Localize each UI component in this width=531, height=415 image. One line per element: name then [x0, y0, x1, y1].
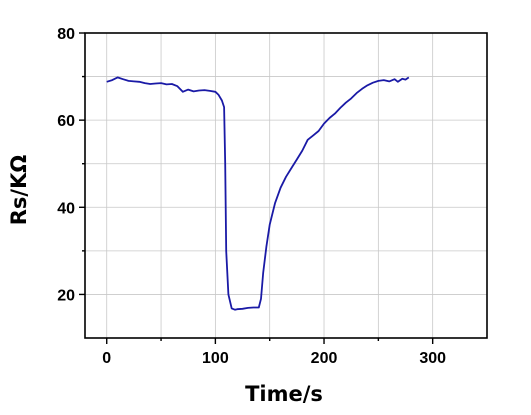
x-tick-label: 300	[419, 350, 446, 367]
tick-labels: 0 100 200 300 20 40 60 80	[57, 26, 446, 367]
x-tick-label: 200	[311, 350, 338, 367]
y-tick-label: 60	[57, 113, 75, 130]
x-tick-label: 100	[202, 350, 229, 367]
y-axis-title: Rs/KΩ	[7, 155, 31, 226]
x-tick-label: 0	[102, 350, 111, 367]
axis-ticks	[79, 32, 434, 344]
y-tick-label: 40	[57, 200, 75, 217]
plot-frame	[84, 32, 488, 339]
series-line	[106, 76, 410, 311]
y-tick-label: 20	[57, 287, 75, 304]
x-axis-title: Time/s	[245, 382, 323, 406]
y-tick-label: 80	[57, 26, 75, 43]
grid	[85, 33, 487, 338]
